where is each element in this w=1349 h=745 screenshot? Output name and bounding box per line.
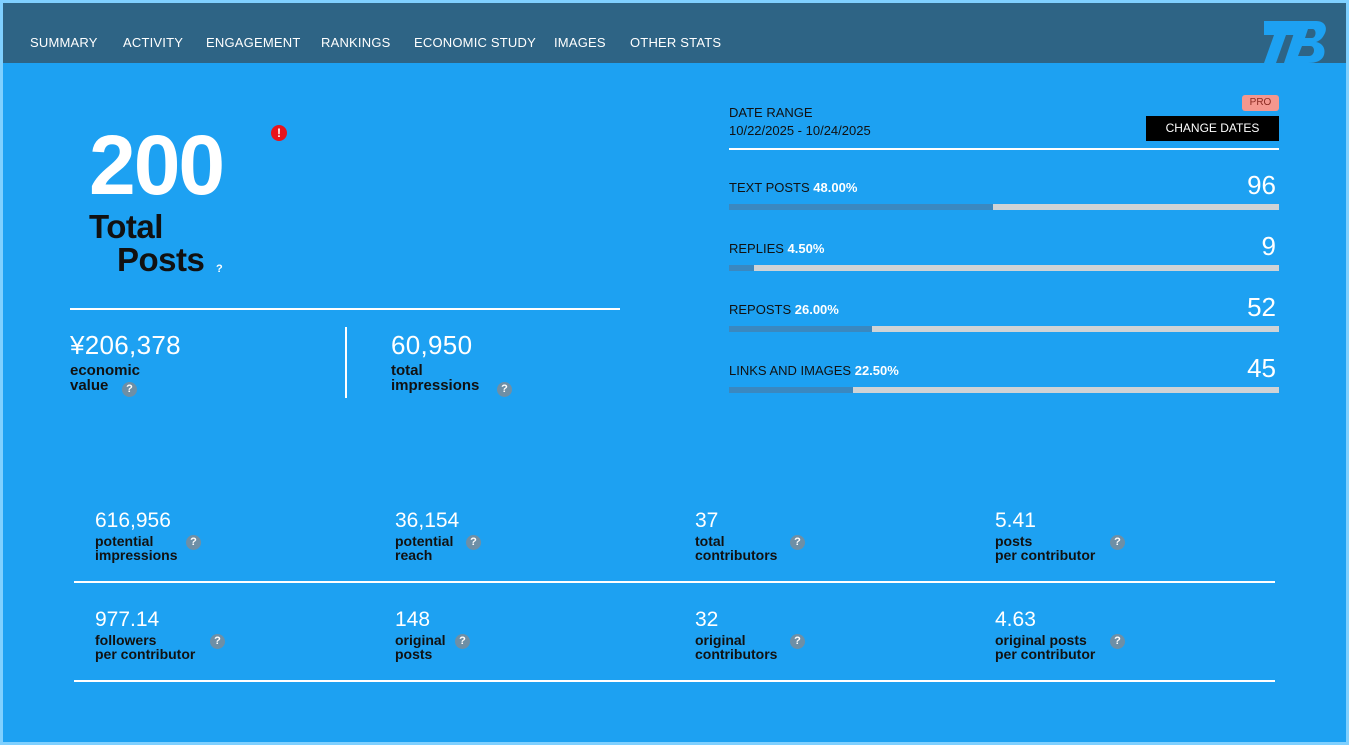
breakdown-bar-text-posts bbox=[729, 204, 1279, 210]
potential-reach-label-line1: potential bbox=[395, 533, 454, 549]
change-dates-button[interactable]: CHANGE DATES bbox=[1146, 116, 1279, 141]
nav-activity[interactable]: ACTIVITY bbox=[123, 35, 184, 50]
breakdown-bar-links-images bbox=[729, 387, 1279, 393]
help-icon[interactable]: ? bbox=[790, 634, 805, 649]
help-icon[interactable]: ? bbox=[1110, 634, 1125, 649]
nav-engagement[interactable]: ENGAGEMENT bbox=[206, 35, 301, 50]
total-posts-value: 200 bbox=[89, 118, 225, 212]
economic-value: ¥206,378 bbox=[70, 330, 181, 360]
followers-per-contributor-value: 977.14 bbox=[95, 608, 160, 631]
nav-other-stats[interactable]: OTHER STATS bbox=[630, 35, 722, 50]
nav-images[interactable]: IMAGES bbox=[554, 35, 606, 50]
help-icon[interactable]: ? bbox=[122, 382, 137, 397]
divider bbox=[70, 308, 620, 310]
help-icon[interactable]: ? bbox=[466, 535, 481, 550]
breakdown-label-links-images: LINKS AND IMAGES 22.50% bbox=[729, 363, 899, 378]
original-posts-per-contributor-label-line1: original posts bbox=[995, 632, 1087, 648]
potential-impressions-value: 616,956 bbox=[95, 509, 171, 532]
alert-icon[interactable]: ! bbox=[271, 125, 287, 141]
followers-per-contributor-label-line1: followers bbox=[95, 632, 157, 648]
total-posts-label-line1: Total bbox=[89, 208, 163, 245]
breakdown-label-reposts: REPOSTS 26.00% bbox=[729, 302, 839, 317]
date-range-value: 10/22/2025 - 10/24/2025 bbox=[729, 123, 871, 138]
original-posts-per-contributor-value: 4.63 bbox=[995, 608, 1036, 631]
breakdown-bar-fill bbox=[729, 204, 993, 210]
top-navigation: SUMMARY ACTIVITY ENGAGEMENT RANKINGS ECO… bbox=[3, 3, 1346, 63]
breakdown-count-text-posts: 96 bbox=[1247, 170, 1276, 200]
help-icon[interactable]: ? bbox=[210, 634, 225, 649]
breakdown-label-replies: REPLIES 4.50% bbox=[729, 241, 825, 256]
breakdown-count-reposts: 52 bbox=[1247, 292, 1276, 322]
potential-reach-value: 36,154 bbox=[395, 509, 460, 532]
original-posts-label-line2: posts bbox=[395, 646, 433, 662]
total-contributors-label-line1: total bbox=[695, 533, 725, 549]
help-icon[interactable]: ? bbox=[497, 382, 512, 397]
total-contributors-label-line2: contributors bbox=[695, 547, 778, 563]
total-posts-label-line2: Posts bbox=[117, 241, 205, 278]
nav-rankings[interactable]: RANKINGS bbox=[321, 35, 391, 50]
breakdown-bar-reposts bbox=[729, 326, 1279, 332]
breakdown-label-text-posts: TEXT POSTS 48.00% bbox=[729, 180, 858, 195]
total-contributors-value: 37 bbox=[695, 509, 719, 532]
economic-value-label-line2: value bbox=[70, 377, 109, 394]
original-contributors-label-line1: original bbox=[695, 632, 746, 648]
help-icon[interactable]: ? bbox=[1110, 535, 1125, 550]
original-contributors-value: 32 bbox=[695, 608, 719, 631]
breakdown-bar-fill bbox=[729, 326, 872, 332]
brand-logo-icon[interactable] bbox=[1264, 21, 1328, 63]
nav-summary[interactable]: SUMMARY bbox=[30, 35, 98, 50]
potential-impressions-label-line1: potential bbox=[95, 533, 154, 549]
posts-per-contributor-value: 5.41 bbox=[995, 509, 1036, 532]
original-posts-per-contributor-label-line2: per contributor bbox=[995, 646, 1096, 662]
divider bbox=[729, 148, 1279, 150]
potential-reach-label-line2: reach bbox=[395, 547, 433, 563]
pro-badge: PRO bbox=[1242, 95, 1279, 111]
breakdown-bar-fill bbox=[729, 387, 853, 393]
posts-per-contributor-label-line1: posts bbox=[995, 533, 1033, 549]
followers-per-contributor-label-line2: per contributor bbox=[95, 646, 196, 662]
economic-value-label-line1: economic bbox=[70, 362, 141, 379]
breakdown-bar-replies bbox=[729, 265, 1279, 271]
help-icon[interactable]: ? bbox=[216, 263, 223, 275]
nav-economic-study[interactable]: ECONOMIC STUDY bbox=[414, 35, 536, 50]
divider bbox=[74, 581, 1275, 583]
total-impressions-label-line2: impressions bbox=[391, 377, 480, 394]
help-icon[interactable]: ? bbox=[186, 535, 201, 550]
breakdown-bar-fill bbox=[729, 265, 754, 271]
original-posts-value: 148 bbox=[395, 608, 431, 631]
breakdown-count-links-images: 45 bbox=[1247, 353, 1276, 383]
divider bbox=[74, 680, 1275, 682]
posts-per-contributor-label-line2: per contributor bbox=[995, 547, 1096, 563]
help-icon[interactable]: ? bbox=[790, 535, 805, 550]
total-impressions-label-line1: total bbox=[391, 362, 423, 379]
total-impressions-value: 60,950 bbox=[391, 330, 473, 360]
original-posts-label-line1: original bbox=[395, 632, 446, 648]
divider-vertical bbox=[345, 327, 347, 398]
original-contributors-label-line2: contributors bbox=[695, 646, 778, 662]
date-range-title: DATE RANGE bbox=[729, 105, 813, 120]
help-icon[interactable]: ? bbox=[455, 634, 470, 649]
potential-impressions-label-line2: impressions bbox=[95, 547, 178, 563]
breakdown-count-replies: 9 bbox=[1261, 231, 1276, 261]
